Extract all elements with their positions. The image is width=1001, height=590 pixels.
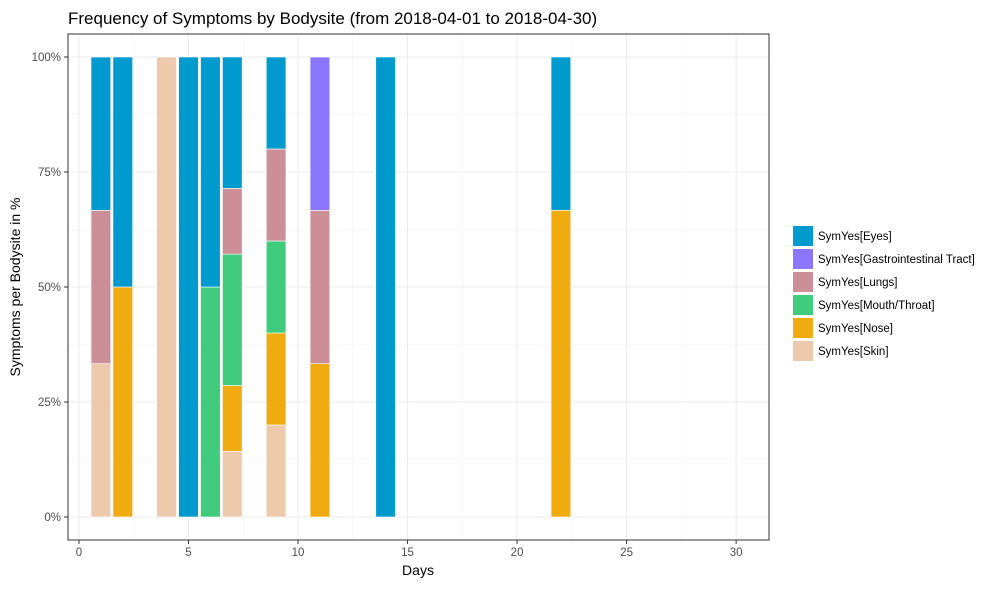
legend-key [793,249,813,269]
legend-label: SymYes[Nose] [818,323,893,335]
bar-segment [222,253,243,386]
x-axis-title: Days [402,562,434,578]
bar-segment [200,56,221,288]
legend-key [793,272,813,292]
bar-segment [222,385,243,452]
legend-label: SymYes[Eyes] [818,231,892,243]
legend-label: SymYes[Lungs] [818,277,897,289]
legend-label: SymYes[Gastrointestinal Tract] [818,254,975,266]
y-axis-title: Symptoms per Bodysite in % [7,198,23,377]
legend-key [793,318,813,338]
y-tick-label: 0% [44,512,61,524]
bar-segment [265,424,287,518]
legend-key [793,295,813,315]
x-tick-label: 0 [76,547,82,559]
bar-segment [156,56,177,518]
x-tick-label: 20 [511,547,524,559]
legend-label: SymYes[Skin] [818,346,889,358]
x-tick-label: 30 [730,547,743,559]
y-tick-label: 75% [38,167,61,179]
bar-segment [309,56,331,211]
bar-segment [265,56,287,150]
bar-segment [375,56,396,518]
y-tick-label: 50% [38,282,61,294]
plot-panel [67,33,770,541]
x-tick-label: 10 [292,547,305,559]
bar-segment [178,56,199,518]
bar-segment [265,240,287,334]
legend-label: SymYes[Mouth/Throat] [818,300,935,312]
bar-segment [90,56,112,211]
y-tick-label: 100% [32,52,61,64]
x-tick-label: 15 [401,547,414,559]
y-axis: 0% 25% 50% 75% 100% [32,52,68,524]
bar-segment [222,450,243,518]
bar-segment [550,56,572,211]
x-axis: 0 5 10 15 20 25 30 [76,540,743,559]
bar-segment [265,148,287,242]
x-tick-label: 5 [185,547,191,559]
bar-stacks [90,56,572,518]
legend-key [793,226,813,246]
bar-segment [200,286,221,518]
bar-segment [112,286,133,518]
bar-segment [309,210,331,364]
y-tick-label: 25% [38,397,61,409]
legend: SymYes[Eyes] SymYes[Gastrointestinal Trac… [793,226,975,361]
bar-segment [222,188,243,255]
chart-title: Frequency of Symptoms by Bodysite (from … [68,9,597,28]
bar-segment [222,56,243,189]
x-tick-label: 25 [620,547,633,559]
bar-segment [90,363,112,518]
bar-segment [265,332,287,426]
legend-key [793,341,813,361]
bar-segment [309,363,331,518]
bar-segment [550,210,572,518]
bar-segment [112,56,133,288]
bar-segment [90,210,112,364]
